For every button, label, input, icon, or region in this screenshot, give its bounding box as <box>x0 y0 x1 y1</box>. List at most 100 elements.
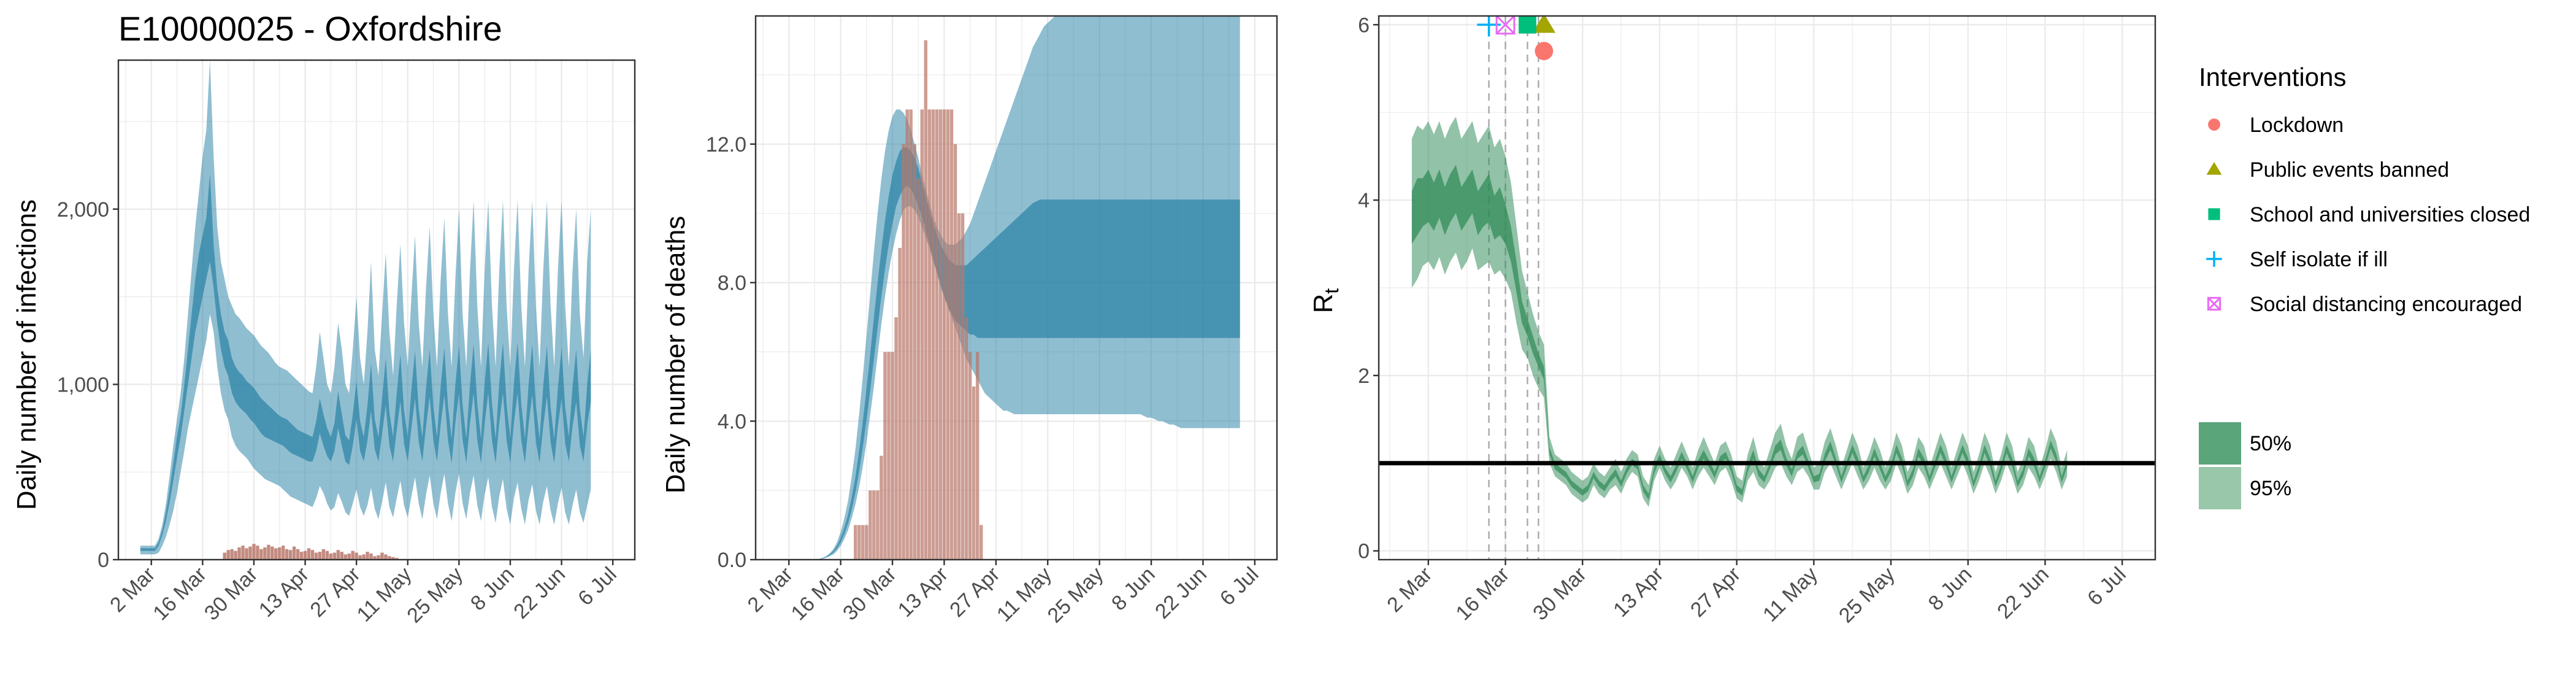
observed-bar <box>395 558 399 560</box>
observed-bar <box>340 552 343 560</box>
observed-bar <box>384 554 388 560</box>
observed-bar <box>299 552 304 560</box>
y-tick-label: 1,000 <box>57 373 109 396</box>
legend-title: Interventions <box>2199 63 2346 91</box>
intervention-marker <box>1495 16 1516 35</box>
observed-bar <box>325 550 329 560</box>
observed-bar <box>972 386 976 560</box>
observed-bar <box>854 525 857 560</box>
observed-bar <box>373 556 377 560</box>
observed-bar <box>248 546 252 560</box>
observed-bar <box>256 546 259 560</box>
y-tick-label: 2 <box>1358 365 1370 388</box>
legend: Interventions Lockdown Public events bann… <box>2199 63 2530 509</box>
observed-bar <box>369 554 373 560</box>
observed-bar <box>252 544 256 560</box>
legend-item-label: Social distancing encouraged <box>2250 293 2522 316</box>
observed-bar <box>274 548 278 560</box>
observed-bar <box>310 550 315 560</box>
observed-bar <box>898 248 902 560</box>
observed-bar <box>905 109 909 560</box>
observed-bar <box>366 552 369 560</box>
y-tick-label: 4 <box>1358 189 1370 212</box>
observed-bar <box>909 109 913 560</box>
band-50 <box>140 174 591 551</box>
observed-bar <box>883 352 887 560</box>
plot-area <box>140 60 591 560</box>
y-tick-label: 12.0 <box>706 133 746 156</box>
observed-bar <box>953 144 957 560</box>
legend-item-label: School and universities closed <box>2250 203 2530 226</box>
observed-bar <box>307 548 311 560</box>
observed-bar <box>931 109 935 560</box>
intervention-marker <box>1519 16 1536 34</box>
legend-key-boxcross <box>2207 296 2221 311</box>
observed-bar <box>388 556 391 560</box>
y-tick-label: 0.0 <box>718 549 746 572</box>
observed-bar <box>303 550 307 560</box>
observed-bar <box>968 352 972 560</box>
observed-bar <box>964 317 968 560</box>
observed-bar <box>296 549 300 560</box>
rt-y-axis-title-main: R <box>1308 294 1338 314</box>
panel-border <box>1378 15 2156 561</box>
observed-bar <box>927 109 932 560</box>
observed-bar <box>880 455 883 560</box>
intervention-marker <box>1532 16 1556 33</box>
observed-bar <box>234 550 237 560</box>
observed-bar <box>263 547 267 560</box>
observed-bar <box>391 557 395 560</box>
legend-key-circle <box>2208 118 2220 131</box>
infections-y-axis-title: Daily number of infections <box>12 199 42 510</box>
observed-bar <box>226 550 230 560</box>
observed-bar <box>924 40 928 560</box>
band-50 <box>818 147 1240 560</box>
observed-bar <box>282 546 285 560</box>
observed-bar <box>355 552 358 560</box>
y-tick-label: 6 <box>1358 14 1370 37</box>
observed-bar <box>314 552 318 560</box>
y-tick-label: 8.0 <box>718 272 746 295</box>
legend-key-plus <box>2206 251 2222 267</box>
plot-area <box>1379 16 2155 560</box>
observed-bar <box>318 552 322 560</box>
panel-border <box>117 59 636 561</box>
legend-band-swatch <box>2199 467 2241 509</box>
observed-bar <box>351 550 355 560</box>
y-tick-label: 0 <box>1358 540 1370 563</box>
observed-bar <box>975 352 979 560</box>
observed-bar <box>876 490 880 560</box>
y-tick-label: 2,000 <box>57 198 109 222</box>
observed-bar <box>868 490 872 560</box>
observed-bar <box>358 555 362 560</box>
legend-key-triangle <box>2206 162 2222 175</box>
observed-bar <box>920 109 924 560</box>
rt-y-axis-title: Rt <box>1308 288 1343 314</box>
observed-bar <box>329 554 333 560</box>
intervention-marker <box>1535 42 1554 61</box>
observed-bar <box>336 550 340 560</box>
observed-bar <box>949 109 954 560</box>
observed-bar <box>916 179 920 560</box>
observed-bar <box>332 552 337 560</box>
legend-item-label: Public events banned <box>2250 158 2449 182</box>
observed-bar <box>946 109 950 560</box>
observed-bar <box>377 555 380 560</box>
panel-border <box>754 15 1278 561</box>
observed-bar <box>935 109 939 560</box>
observed-bar <box>288 550 293 560</box>
observed-bar <box>267 544 270 560</box>
legend-item-label: Lockdown <box>2250 114 2344 137</box>
observed-bar <box>343 554 347 560</box>
band-50 <box>1411 164 2068 500</box>
rt-y-axis-title-subscript: t <box>1321 288 1343 294</box>
observed-bar <box>230 549 234 560</box>
observed-bar <box>902 144 905 560</box>
legend-item-label: Self isolate if ill <box>2250 248 2388 271</box>
observed-bar <box>957 213 961 560</box>
observed-bar <box>321 549 326 560</box>
